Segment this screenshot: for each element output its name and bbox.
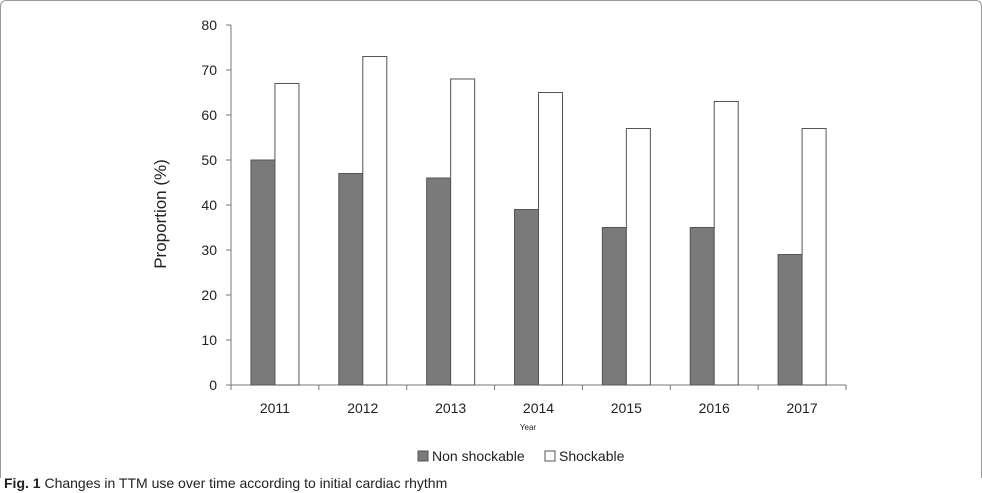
bar-shockable xyxy=(625,128,651,386)
y-tick-label: 60 xyxy=(201,107,217,123)
x-tick-label: 2017 xyxy=(786,400,817,416)
y-axis: 0 10 20 30 40 50 60 70 80 xyxy=(201,17,232,393)
bar-non-shockable xyxy=(601,227,627,386)
legend-label: Non shockable xyxy=(432,448,525,464)
bar-non-shockable xyxy=(689,227,715,386)
bars xyxy=(250,56,827,386)
x-tick-label: 2012 xyxy=(347,400,378,416)
y-axis-label: Proportion (%) xyxy=(151,159,170,269)
caption-prefix: Fig. 1 xyxy=(4,475,41,491)
bar-non-shockable xyxy=(250,159,276,386)
y-tick-label: 10 xyxy=(201,332,217,348)
bar-shockable xyxy=(450,78,476,386)
legend-label: Shockable xyxy=(559,448,625,464)
bar-chart: 0 10 20 30 40 50 60 70 80 2011 2012 2013 2014 2015 20… xyxy=(151,17,847,464)
x-tick-label: 2013 xyxy=(435,400,466,416)
bar-non-shockable xyxy=(338,173,364,386)
y-tick-label: 50 xyxy=(201,152,217,168)
x-tick-label: 2015 xyxy=(611,400,642,416)
figure-caption: Fig. 1 Changes in TTM use over time acco… xyxy=(4,475,447,491)
y-tick-label: 80 xyxy=(201,17,217,33)
legend-swatch-non-shockable xyxy=(417,450,429,462)
x-tick-label: 2016 xyxy=(699,400,730,416)
legend: Non shockable Shockable xyxy=(417,448,625,464)
legend-swatch-shockable xyxy=(544,450,556,462)
figure-border xyxy=(0,0,982,478)
y-tick-label: 40 xyxy=(201,197,217,213)
caption-text: Changes in TTM use over time according t… xyxy=(44,475,448,491)
bar-shockable xyxy=(713,101,739,386)
bar-non-shockable xyxy=(777,254,803,386)
x-tick-label: 2014 xyxy=(523,400,554,416)
y-tick-label: 30 xyxy=(201,242,217,258)
y-tick-label: 20 xyxy=(201,287,217,303)
x-axis-label: Year xyxy=(520,423,537,432)
bar-shockable xyxy=(274,83,300,386)
bar-shockable xyxy=(538,92,563,386)
bar-shockable xyxy=(362,56,388,386)
bar-shockable xyxy=(801,128,827,386)
bar-non-shockable xyxy=(426,177,452,386)
y-tick-label: 0 xyxy=(209,377,217,393)
x-tick-label: 2011 xyxy=(260,400,290,416)
bar-non-shockable xyxy=(514,209,539,386)
y-tick-label: 70 xyxy=(201,62,217,78)
